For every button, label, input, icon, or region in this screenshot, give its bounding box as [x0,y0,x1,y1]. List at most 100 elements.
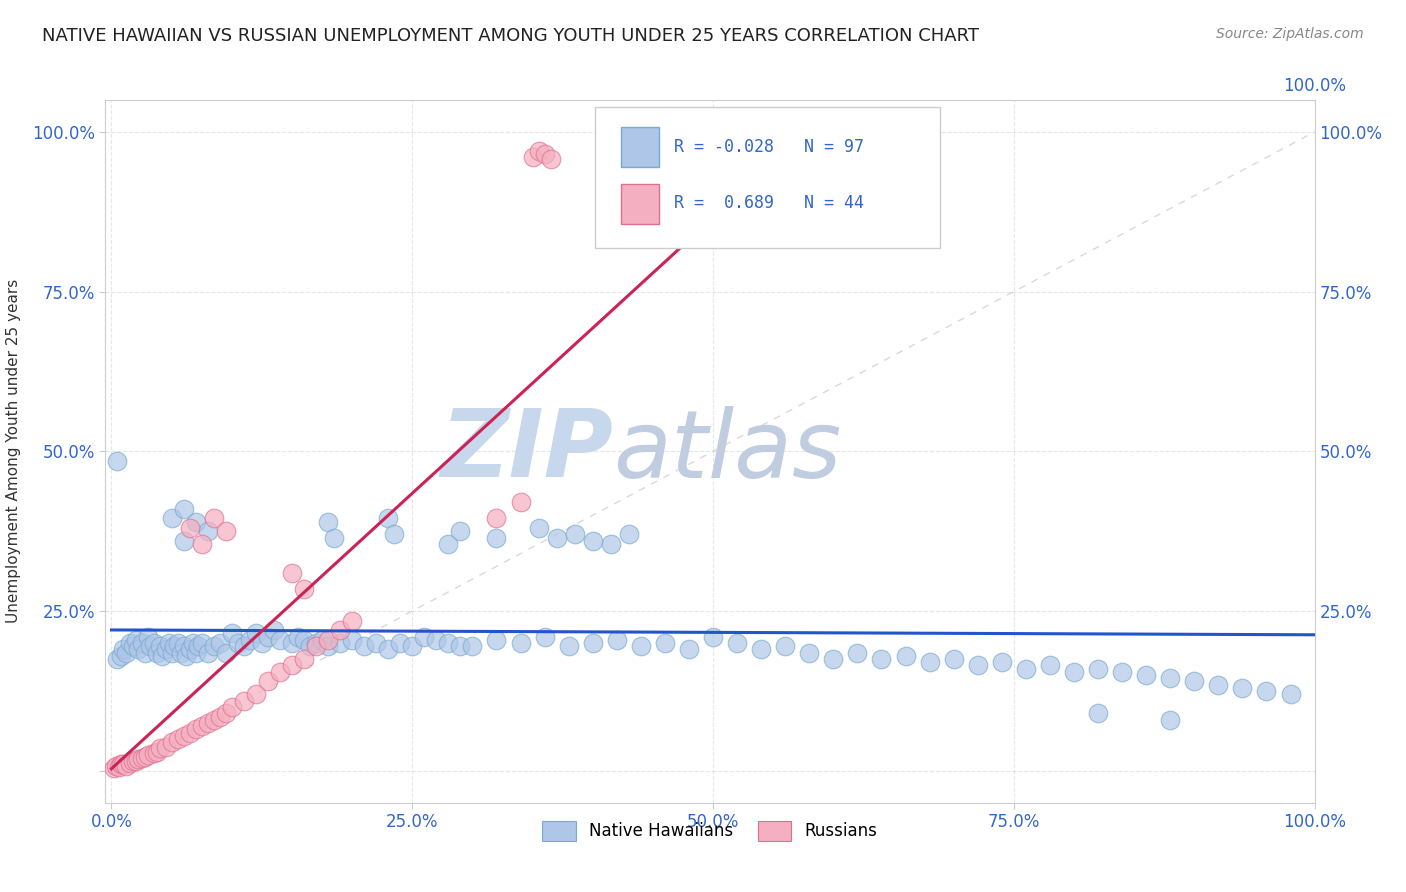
Point [115,646,138,660]
Point [725,636,748,650]
Point [122,754,145,768]
Text: atlas: atlas [613,406,842,497]
Point [799,646,821,660]
Point [1135,668,1157,682]
Point [329,636,352,650]
Point [146,745,169,759]
Point [546,531,568,545]
Text: R = -0.028   N = 97: R = -0.028 N = 97 [673,138,863,156]
Point [107,760,129,774]
Point [316,632,339,647]
Point [149,639,172,653]
Point [124,754,146,768]
Point [160,735,183,749]
Point [425,632,447,647]
Point [654,636,676,650]
Point [181,636,204,650]
Point [1182,674,1205,689]
Point [173,729,195,743]
Text: R =  0.689   N = 44: R = 0.689 N = 44 [673,194,863,212]
Point [1087,706,1109,721]
Point [112,757,135,772]
Point [1159,671,1181,685]
Point [281,636,304,650]
Point [557,639,579,653]
Point [678,642,700,657]
Legend: Native Hawaiians, Russians: Native Hawaiians, Russians [536,814,884,847]
Point [509,495,531,509]
FancyBboxPatch shape [620,128,659,168]
Point [991,655,1014,669]
Point [197,715,219,730]
Point [202,713,225,727]
Point [232,639,254,653]
Point [173,501,195,516]
Point [437,636,460,650]
Point [105,758,128,772]
Point [221,626,243,640]
Point [413,630,436,644]
Point [155,642,177,657]
Point [449,524,471,539]
Point [184,723,207,737]
Point [522,150,544,164]
Point [215,706,238,721]
Point [582,533,605,548]
Point [110,648,132,663]
Point [870,652,893,666]
Point [316,639,339,653]
Point [173,639,195,653]
Point [150,648,173,663]
Point [250,636,273,650]
Point [485,511,508,525]
Point [208,709,231,723]
Point [239,632,262,647]
Point [232,693,254,707]
Point [179,642,201,657]
Point [103,761,125,775]
Point [1208,677,1230,691]
Point [269,632,291,647]
Point [179,521,201,535]
Point [208,636,231,650]
Point [157,636,180,650]
FancyBboxPatch shape [595,107,939,247]
Point [1159,713,1181,727]
Point [311,632,333,647]
Point [215,524,238,539]
Point [257,674,280,689]
Point [773,639,796,653]
Point [389,636,412,650]
Point [160,511,183,525]
Point [190,636,212,650]
Point [160,646,183,660]
Point [142,746,165,760]
Point [245,687,267,701]
Y-axis label: Unemployment Among Youth under 25 years: Unemployment Among Youth under 25 years [6,279,21,624]
Point [292,582,315,596]
Point [174,648,197,663]
Text: Source: ZipAtlas.com: Source: ZipAtlas.com [1216,27,1364,41]
Point [1279,687,1302,701]
Point [340,614,363,628]
Point [323,531,346,545]
Point [215,646,238,660]
Point [582,636,605,650]
Point [202,639,225,653]
Text: NATIVE HAWAIIAN VS RUSSIAN UNEMPLOYMENT AMONG YOUTH UNDER 25 YEARS CORRELATION C: NATIVE HAWAIIAN VS RUSSIAN UNEMPLOYMENT … [42,27,979,45]
Point [298,639,321,653]
Point [533,630,555,644]
Point [263,624,285,638]
Point [122,639,145,653]
Point [702,630,724,644]
Point [377,511,399,525]
Point [382,527,405,541]
Point [292,652,315,666]
Point [166,636,188,650]
Point [564,527,586,541]
Point [527,521,550,535]
Point [184,646,207,660]
Point [269,665,291,679]
Point [281,566,304,580]
Point [115,758,138,772]
